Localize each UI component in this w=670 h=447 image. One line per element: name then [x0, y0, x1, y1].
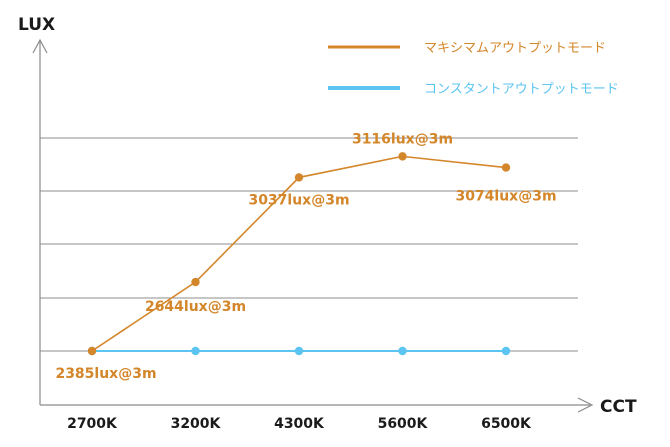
data-label: 3037lux@3m [248, 192, 349, 208]
data-point [398, 346, 407, 356]
x-tick-label: 2700K [67, 416, 118, 432]
x-tick-labels: 2700K 3200K 4300K 5600K 6500K [67, 416, 532, 432]
x-tick-label: 3200K [171, 416, 222, 432]
y-axis-arrow [32, 38, 48, 54]
legend-label: コンスタントアウトプットモード [424, 82, 619, 97]
data-label: 2385lux@3m [55, 366, 156, 382]
gridlines [40, 137, 578, 352]
x-tick-label: 5600K [378, 416, 429, 432]
data-point [501, 346, 511, 356]
data-point [87, 346, 97, 356]
legend-label: マキシマムアウトプットモード [424, 41, 606, 56]
x-tick-label: 4300K [274, 416, 325, 432]
data-label: 3116lux@3m [352, 131, 453, 147]
series-layer [87, 152, 511, 356]
series-line [91, 155, 507, 352]
x-tick-label: 6500K [481, 416, 532, 432]
data-point [501, 163, 511, 172]
x-axis-arrow [577, 397, 594, 413]
data-label: 2644lux@3m [145, 299, 246, 315]
data-point [294, 173, 304, 182]
data-labels: 2385lux@3m 2644lux@3m 3037lux@3m 3116lux@3m… [55, 131, 556, 382]
x-axis-title: CCT [600, 397, 637, 417]
data-point [191, 346, 200, 356]
data-point [294, 346, 304, 356]
data-label: 3074lux@3m [455, 189, 556, 205]
data-point [398, 152, 407, 161]
y-axis-title: LUX [18, 15, 55, 35]
data-point [191, 277, 200, 287]
